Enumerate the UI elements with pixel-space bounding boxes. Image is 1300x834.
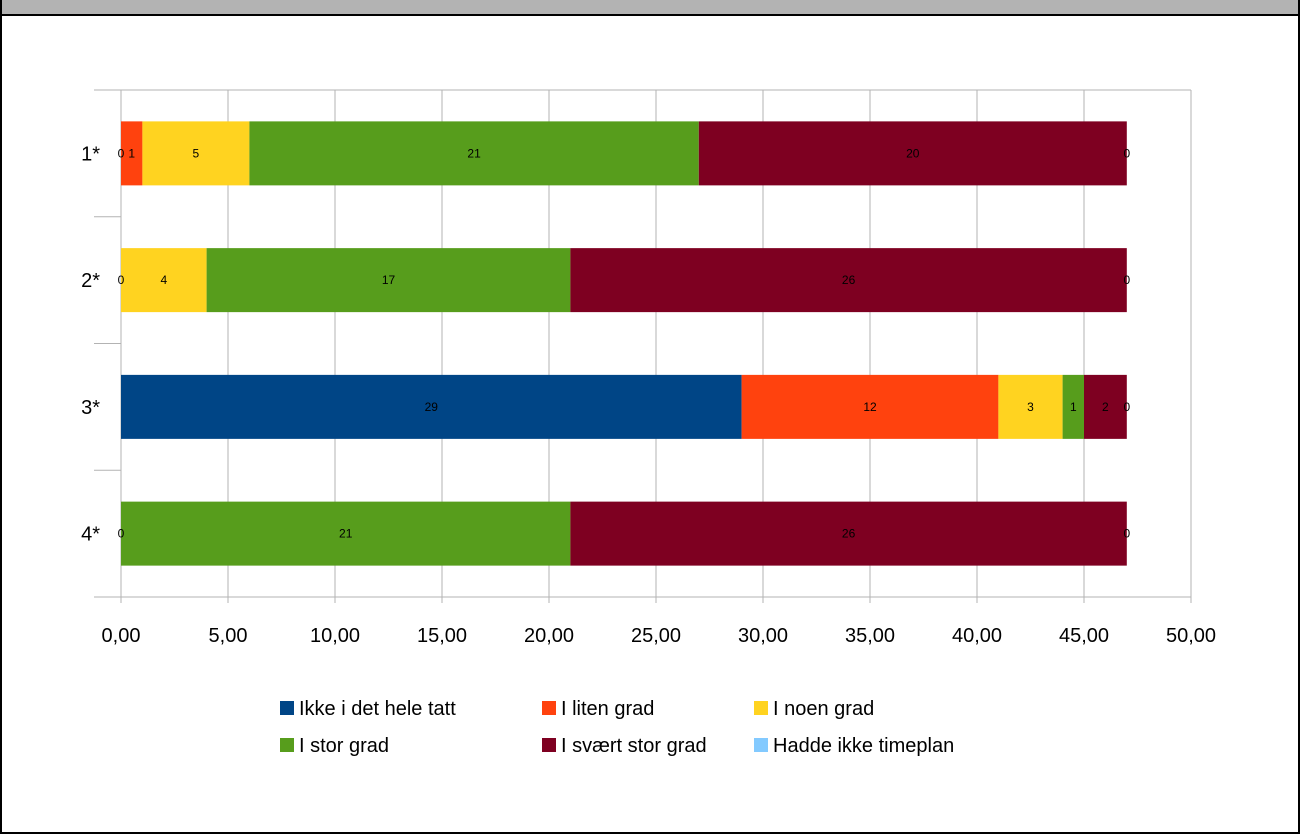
x-tick-label: 45,00 — [1059, 625, 1109, 647]
data-label: 29 — [425, 400, 439, 414]
data-label: 12 — [863, 400, 877, 414]
chart-frame — [0, 14, 1300, 834]
y-tick-label: 1* — [81, 143, 100, 165]
y-tick-label: 2* — [81, 270, 100, 292]
data-label: 0 — [118, 146, 125, 160]
data-label: 26 — [842, 527, 856, 541]
bar-segment — [570, 248, 1127, 313]
x-tick-label: 5,00 — [209, 625, 248, 647]
data-label: 5 — [193, 146, 200, 160]
data-label: 0 — [118, 273, 125, 287]
data-label: 0 — [1123, 273, 1130, 287]
legend-label: Ikke i det hele tatt — [299, 698, 456, 720]
data-label: 26 — [842, 273, 856, 287]
x-tick-label: 25,00 — [631, 625, 681, 647]
x-tick-label: 30,00 — [738, 625, 788, 647]
data-label: 0 — [1123, 146, 1130, 160]
bar-segment — [1084, 374, 1127, 439]
legend-swatch — [280, 738, 294, 752]
data-label: 20 — [906, 146, 920, 160]
legend-label: I noen grad — [773, 698, 874, 720]
data-label: 0 — [1123, 527, 1130, 541]
legend-label: I svært stor grad — [561, 735, 707, 757]
bar-segment — [121, 121, 143, 186]
data-label: 3 — [1027, 400, 1034, 414]
x-tick-label: 15,00 — [417, 625, 467, 647]
title-bar — [0, 0, 1300, 16]
bar-segment — [121, 248, 207, 313]
bar-segment — [121, 501, 571, 566]
data-label: 0 — [1123, 400, 1130, 414]
data-label: 21 — [467, 146, 481, 160]
x-tick-label: 10,00 — [310, 625, 360, 647]
legend-swatch — [280, 701, 294, 715]
bar-segment — [741, 374, 999, 439]
legend-label: Hadde ikke timeplan — [773, 735, 954, 757]
legend-label: I stor grad — [299, 735, 389, 757]
legend-swatch — [542, 701, 556, 715]
y-tick-label: 4* — [81, 524, 100, 546]
x-tick-label: 0,00 — [102, 625, 141, 647]
data-label: 21 — [339, 527, 353, 541]
bar-segment — [1062, 374, 1084, 439]
data-label: 0 — [118, 527, 125, 541]
x-tick-label: 20,00 — [524, 625, 574, 647]
data-label: 2 — [1102, 400, 1109, 414]
bar-segment — [121, 374, 742, 439]
y-tick-label: 3* — [81, 397, 100, 419]
legend-swatch — [542, 738, 556, 752]
x-tick-label: 40,00 — [952, 625, 1002, 647]
bar-segment — [570, 501, 1127, 566]
bar-segment — [998, 374, 1063, 439]
bar-segment — [249, 121, 699, 186]
legend-swatch — [754, 738, 768, 752]
data-label: 1 — [128, 146, 135, 160]
data-label: 1 — [1070, 400, 1077, 414]
bar-segment — [206, 248, 571, 313]
x-tick-label: 35,00 — [845, 625, 895, 647]
bar-segment — [698, 121, 1127, 186]
legend-label: I liten grad — [561, 698, 654, 720]
bar-segment — [142, 121, 250, 186]
data-label: 4 — [160, 273, 167, 287]
x-tick-label: 50,00 — [1166, 625, 1216, 647]
legend-swatch — [754, 701, 768, 715]
data-label: 17 — [382, 273, 396, 287]
